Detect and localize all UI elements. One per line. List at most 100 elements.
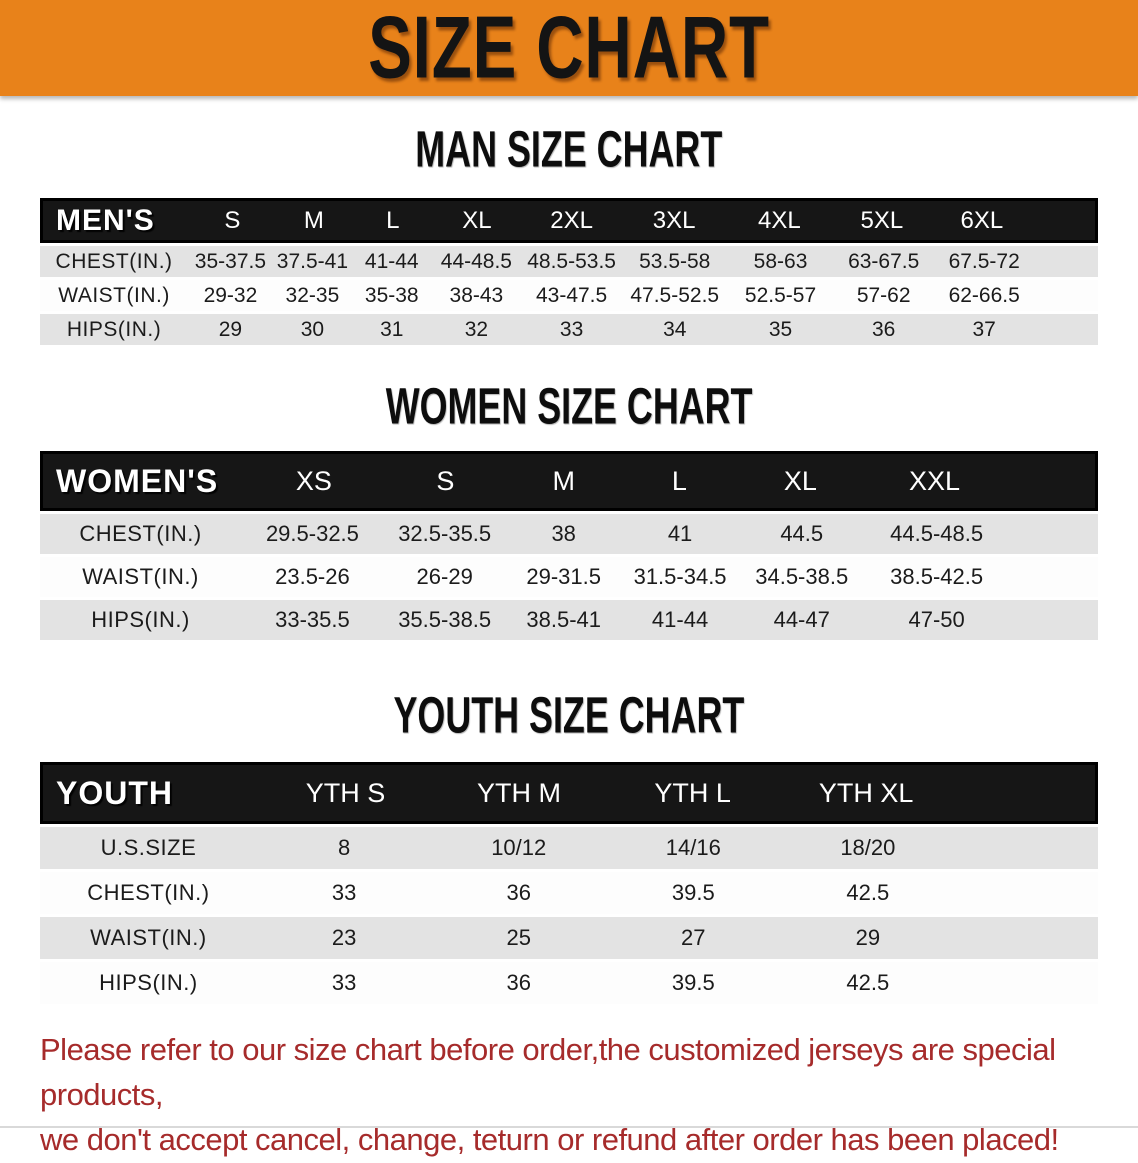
size-column-header: XS (295, 465, 332, 496)
size-column-header: L (671, 465, 687, 496)
row-label: WAIST(IN.) (90, 925, 207, 950)
size-value-cell: 62-66.5 (948, 283, 1020, 307)
size-value-cell: 37 (972, 317, 996, 341)
size-value-cell: 36 (506, 880, 531, 905)
women-section-heading: WOMEN SIZE CHART (0, 377, 1138, 435)
size-value-cell: 29-32 (203, 283, 258, 307)
size-value-cell: 44.5-48.5 (890, 521, 984, 546)
women-section-heading-text: WOMEN SIZE CHART (385, 377, 753, 435)
row-label: U.S.SIZE (100, 835, 197, 860)
size-value-cell: 29 (218, 317, 243, 341)
women-size-table: WOMEN'S XS S M L XL XXL CHEST(IN.) 29.5-32.5 32.5… (40, 451, 1098, 640)
table-header-row: MEN'S S M L XL 2XL 3XL 4XL 5XL 6XL (40, 198, 1098, 243)
size-value-cell: 38.5-41 (526, 607, 601, 632)
size-value-cell: 34.5-38.5 (755, 564, 849, 589)
size-value-cell: 41 (667, 521, 693, 546)
size-value-cell: 43-47.5 (535, 283, 608, 307)
size-value-cell: 47.5-52.5 (630, 283, 720, 307)
size-value-cell: 35-37.5 (194, 249, 267, 273)
table-header-row: YOUTH YTH S YTH M YTH L YTH XL (40, 762, 1098, 824)
size-value-cell: 31.5-34.5 (633, 564, 727, 589)
size-value-cell: 53.5-58 (639, 249, 711, 273)
size-chart-banner: SIZE CHART (0, 0, 1138, 96)
table-row: CHEST(IN.) 35-37.5 37.5-41 41-44 44-48.5 48.5… (40, 246, 1098, 277)
disclaimer-line-1: Please refer to our size chart before or… (40, 1032, 1056, 1112)
size-value-cell: 36 (872, 317, 896, 341)
man-section-heading-text: MAN SIZE CHART (415, 120, 723, 178)
size-value-cell: 35-38 (364, 283, 419, 307)
table-row: U.S.SIZE 8 10/12 14/16 18/20 (40, 827, 1098, 869)
size-column-header: S (436, 465, 455, 496)
size-value-cell: 33 (331, 970, 357, 995)
disclaimer-line-2: we don't accept cancel, change, teturn o… (40, 1121, 1059, 1157)
size-column-header: M (303, 206, 324, 234)
size-column-header: XL (462, 206, 492, 234)
size-column-header: 6XL (960, 206, 1004, 234)
size-column-header: 4XL (757, 206, 801, 234)
size-value-cell: 33-35.5 (275, 607, 350, 632)
size-value-cell: 35.5-38.5 (398, 607, 492, 632)
table-corner-label: WOMEN'S (56, 462, 219, 499)
size-value-cell: 44-48.5 (440, 249, 512, 273)
table-row: CHEST(IN.) 29.5-32.5 32.5-35.5 38 41 44.5 44.5… (40, 514, 1098, 554)
size-value-cell: 25 (506, 925, 531, 950)
size-value-cell: 44.5 (780, 521, 824, 546)
size-value-cell: 41-44 (364, 249, 419, 273)
row-label: CHEST(IN.) (55, 249, 173, 273)
size-value-cell: 38.5-42.5 (890, 564, 984, 589)
size-value-cell: 32.5-35.5 (398, 521, 492, 546)
table-row: HIPS(IN.) 33-35.5 35.5-38.5 38.5-41 41-44 44-… (40, 600, 1098, 640)
size-column-header: 5XL (860, 206, 904, 234)
man-section-heading: MAN SIZE CHART (0, 120, 1138, 178)
table-row: CHEST(IN.) 33 36 39.5 42.5 (40, 872, 1098, 914)
size-value-cell: 23.5-26 (275, 564, 350, 589)
size-column-header: XL (783, 465, 817, 496)
table-row: HIPS(IN.) 29 30 31 32 33 34 35 36 37 (40, 314, 1098, 345)
size-column-header: S (224, 206, 241, 234)
size-value-cell: 10/12 (491, 835, 547, 860)
size-value-cell: 29.5-32.5 (265, 521, 359, 546)
size-column-header: YTH S (305, 777, 386, 808)
disclaimer-text: Please refer to our size chart before or… (40, 1028, 1108, 1163)
size-value-cell: 58-63 (753, 249, 808, 273)
youth-size-table: YOUTH YTH S YTH M YTH L YTH XL U.S.SIZE 8 10/12… (40, 762, 1098, 1004)
table-corner-label: MEN'S (56, 203, 155, 237)
size-value-cell: 42.5 (846, 970, 890, 995)
size-value-cell: 29-31.5 (526, 564, 601, 589)
size-value-cell: 38 (551, 521, 576, 546)
size-value-cell: 8 (338, 835, 351, 860)
size-value-cell: 32-35 (285, 283, 340, 307)
table-row: WAIST(IN.) 23 25 27 29 (40, 917, 1098, 959)
row-label: HIPS(IN.) (99, 970, 198, 995)
youth-section-heading: YOUTH SIZE CHART (0, 686, 1138, 743)
size-value-cell: 38-43 (449, 283, 504, 307)
size-value-cell: 34 (663, 317, 687, 341)
size-value-cell: 32 (464, 317, 489, 341)
table-row: WAIST(IN.) 23.5-26 26-29 29-31.5 31.5-34.5 34… (40, 557, 1098, 597)
size-column-header: 2XL (550, 206, 593, 234)
table-row: WAIST(IN.) 29-32 32-35 35-38 38-43 43-47.5 47.… (40, 280, 1098, 311)
size-value-cell: 44-47 (773, 607, 830, 632)
size-value-cell: 57-62 (856, 283, 911, 307)
bottom-divider (0, 1126, 1138, 1128)
size-value-cell: 63-67.5 (848, 249, 920, 273)
size-value-cell: 47-50 (908, 607, 965, 632)
size-value-cell: 41-44 (651, 607, 709, 632)
size-value-cell: 39.5 (671, 970, 715, 995)
size-value-cell: 42.5 (846, 880, 890, 905)
size-value-cell: 67.5-72 (948, 249, 1020, 273)
size-column-header: 3XL (652, 206, 696, 234)
size-value-cell: 35 (768, 317, 793, 341)
banner-title: SIZE CHART (368, 0, 770, 97)
size-value-cell: 39.5 (671, 880, 715, 905)
men-size-table: MEN'S S M L XL 2XL 3XL 4XL 5XL 6XL CHEST(IN.) 35-37… (40, 198, 1098, 345)
size-value-cell: 14/16 (665, 835, 721, 860)
size-value-cell: 30 (300, 317, 325, 341)
size-column-header: M (552, 465, 575, 496)
size-value-cell: 27 (681, 925, 706, 950)
row-label: CHEST(IN.) (87, 880, 210, 905)
size-value-cell: 33 (331, 880, 357, 905)
size-column-header: YTH L (654, 777, 731, 808)
row-label: CHEST(IN.) (79, 521, 202, 546)
size-column-header: YTH XL (818, 777, 914, 808)
